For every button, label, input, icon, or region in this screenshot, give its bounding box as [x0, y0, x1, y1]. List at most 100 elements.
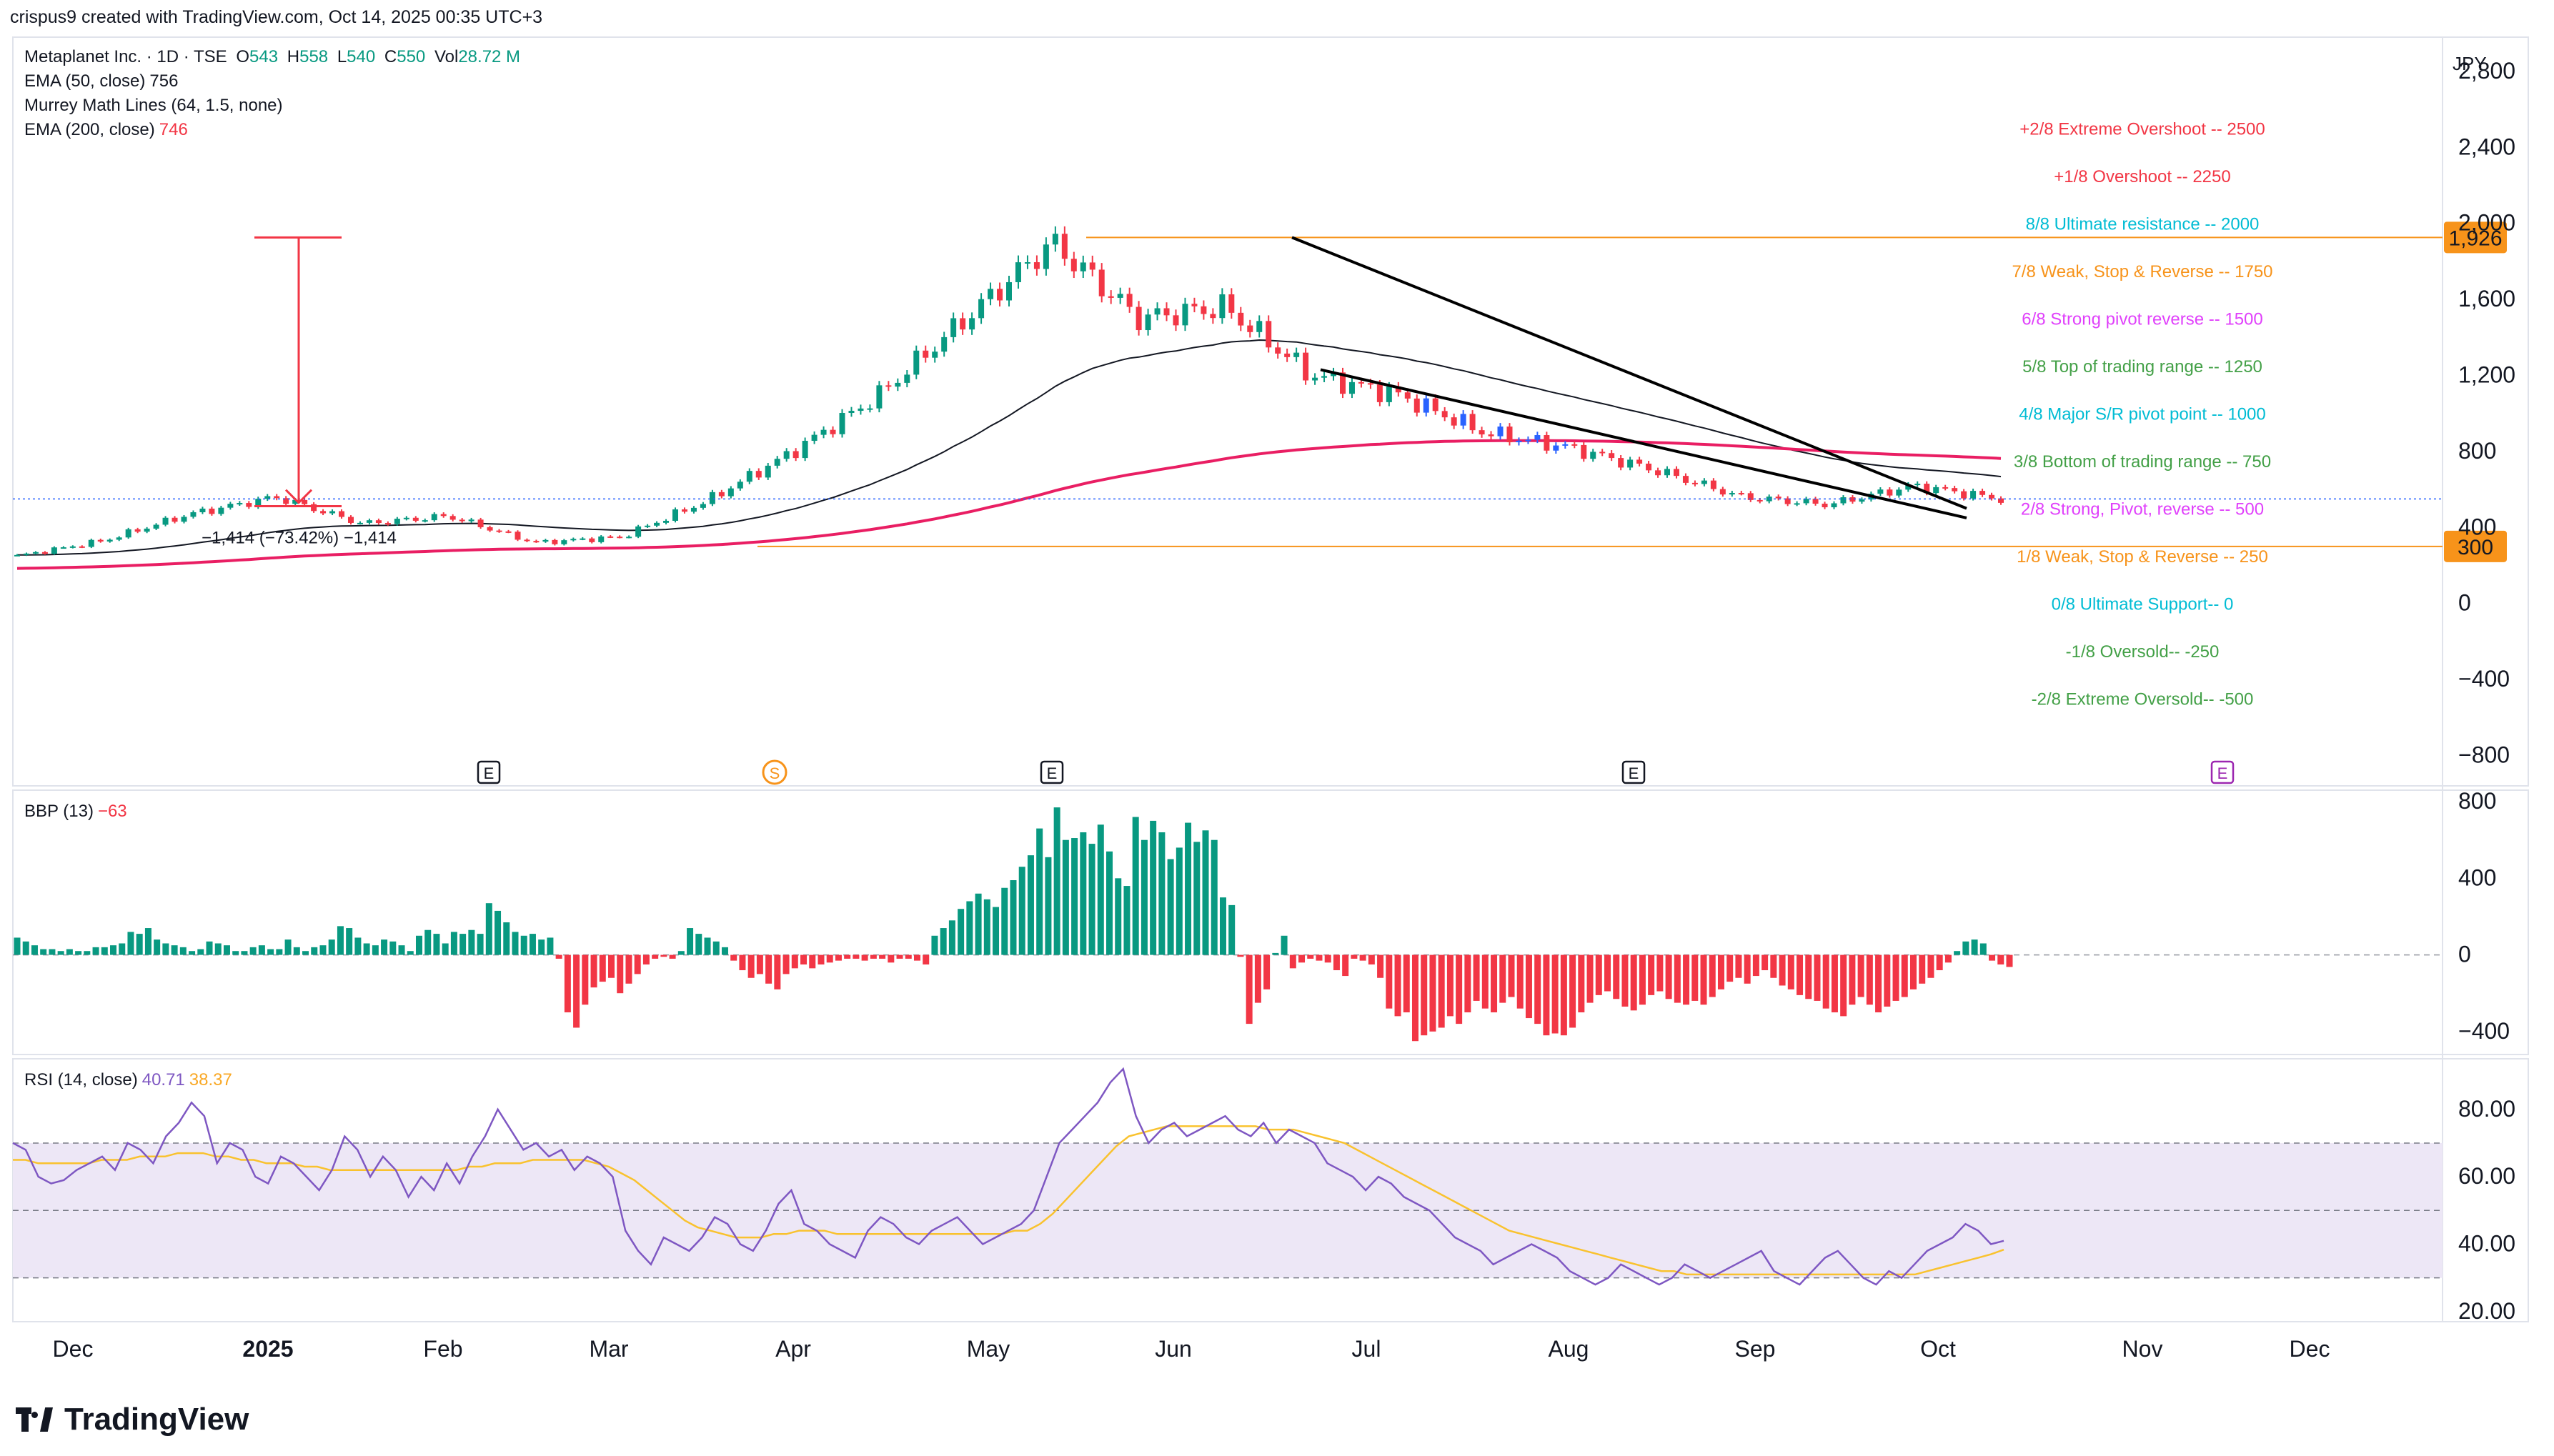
symbol-name[interactable]: Metaplanet Inc. · 1D · TSE: [24, 47, 227, 66]
earnings-event-icon[interactable]: E: [1621, 760, 1646, 784]
candle-body: [1933, 487, 1939, 494]
bbp-bar: [940, 928, 947, 955]
bbp-bar: [119, 943, 126, 955]
time-axis-tick: 2025: [242, 1336, 293, 1362]
bbp-bar: [22, 941, 29, 955]
rsi-legend[interactable]: RSI (14, close) 40.71 38.37: [24, 1070, 232, 1090]
open-label: O: [236, 47, 250, 66]
murrey-legend[interactable]: Murrey Math Lines (64, 1.5, none): [24, 96, 283, 116]
candle-body: [487, 527, 493, 531]
murrey-level-label: 6/8 Strong pivot reverse -- 1500: [2022, 310, 2263, 329]
bbp-bar: [1053, 807, 1060, 955]
bbp-bar: [206, 941, 213, 955]
candle-body: [923, 350, 929, 358]
measure-label: −1,414 (−73.42%) −1,414: [202, 528, 397, 547]
bbp-bar: [1613, 954, 1620, 999]
candle-body: [746, 471, 752, 482]
candle-body: [153, 524, 159, 529]
candle-body: [598, 536, 605, 542]
candle-body: [1136, 306, 1142, 331]
bbp-bar: [1228, 904, 1236, 955]
bbp-bar: [983, 899, 990, 955]
candle-body: [561, 540, 567, 544]
split-event-icon[interactable]: S: [762, 759, 787, 785]
candle-body: [1609, 453, 1615, 459]
tradingview-logo[interactable]: TradingView: [16, 1402, 249, 1437]
rsi-ma-line[interactable]: [13, 1125, 2004, 1276]
earnings-event-letter: E: [2217, 764, 2228, 782]
rsi-label: RSI (14, close): [24, 1070, 138, 1089]
price-axis-tick: 800: [2458, 438, 2496, 464]
bbp-axis-tick: −400: [2458, 1018, 2510, 1044]
candle-body: [867, 408, 873, 410]
bbp-bar: [424, 929, 432, 955]
bbp-bar: [669, 954, 676, 959]
candle-body: [1423, 398, 1429, 413]
bbp-bar: [110, 945, 117, 955]
wedge-upper-trendline[interactable]: [1291, 236, 1967, 510]
time-axis-tick: Mar: [589, 1336, 628, 1362]
bbp-bar: [599, 954, 606, 982]
candle-body: [1497, 427, 1504, 437]
bbp-bar: [1979, 943, 1987, 955]
bbp-bar: [267, 949, 274, 955]
candle-body: [1089, 262, 1095, 270]
candle-body: [32, 552, 39, 554]
bbp-legend[interactable]: BBP (13) −63: [24, 802, 127, 822]
price-legend[interactable]: Metaplanet Inc. · 1D · TSE O543 H558 L54…: [24, 47, 520, 67]
bbp-bar: [136, 934, 143, 955]
ema50-line[interactable]: [16, 339, 2002, 556]
ema50-legend[interactable]: EMA (50, close) 756: [24, 71, 178, 91]
bbp-bar: [538, 939, 545, 955]
candle-body: [347, 517, 354, 523]
candle-body: [237, 503, 243, 505]
rsi-axis-tick: 80.00: [2458, 1096, 2515, 1122]
wedge-lower-trendline[interactable]: [1320, 368, 1967, 519]
candle-body: [1173, 315, 1179, 326]
bbp-bar: [477, 934, 484, 955]
candle-body: [292, 499, 299, 504]
bbp-bar: [1036, 828, 1043, 955]
earnings-event-badge: [1040, 760, 1064, 784]
bbp-bar: [75, 951, 82, 955]
bbp-bar: [66, 949, 73, 955]
candle-body: [88, 539, 94, 547]
candle-body: [1942, 487, 1949, 489]
bbp-bar: [442, 943, 449, 955]
murrey-level-label: 2/8 Strong, Pivot, reverse -- 500: [2021, 500, 2264, 519]
bbp-bar: [1892, 954, 1899, 1001]
bbp-bar: [896, 954, 903, 959]
candle-body: [1117, 294, 1123, 298]
bbp-bar: [975, 893, 982, 955]
ema200-legend[interactable]: EMA (200, close) 746: [24, 120, 188, 140]
bbp-bar: [1787, 954, 1794, 989]
candle-body: [1859, 499, 1865, 502]
candle-body: [1201, 306, 1207, 314]
bbp-bar: [328, 939, 335, 955]
bbp-bar: [800, 954, 808, 964]
bbp-bar: [1534, 954, 1541, 1024]
bbp-bar: [1814, 954, 1821, 1001]
bbp-axis-tick: 400: [2458, 864, 2496, 890]
price-axis-tick: 1,200: [2458, 361, 2515, 387]
bbp-bar: [1656, 954, 1664, 992]
earnings-event-icon[interactable]: E: [477, 760, 501, 784]
high-label: H: [287, 47, 300, 66]
bbp-bar: [1193, 842, 1201, 955]
earnings-event-icon[interactable]: E: [1040, 760, 1064, 784]
rsi-line[interactable]: [12, 1067, 2004, 1286]
bbp-bar: [1473, 954, 1480, 1001]
rsi-axis-tick: 60.00: [2458, 1163, 2515, 1189]
murrey-level-label: 3/8 Bottom of trading range -- 750: [2014, 452, 2271, 472]
earnings-event-icon[interactable]: E: [2210, 760, 2235, 784]
bbp-bar: [747, 954, 755, 978]
bbp-bar: [468, 929, 475, 955]
candle-body: [792, 451, 799, 459]
candle-body: [1646, 463, 1652, 471]
ema200-line[interactable]: [16, 439, 2002, 570]
bbp-bar: [1700, 954, 1707, 1005]
earnings-event-badge: [477, 760, 501, 784]
bbp-bar: [652, 954, 659, 959]
bbp-bar: [1578, 954, 1585, 1013]
